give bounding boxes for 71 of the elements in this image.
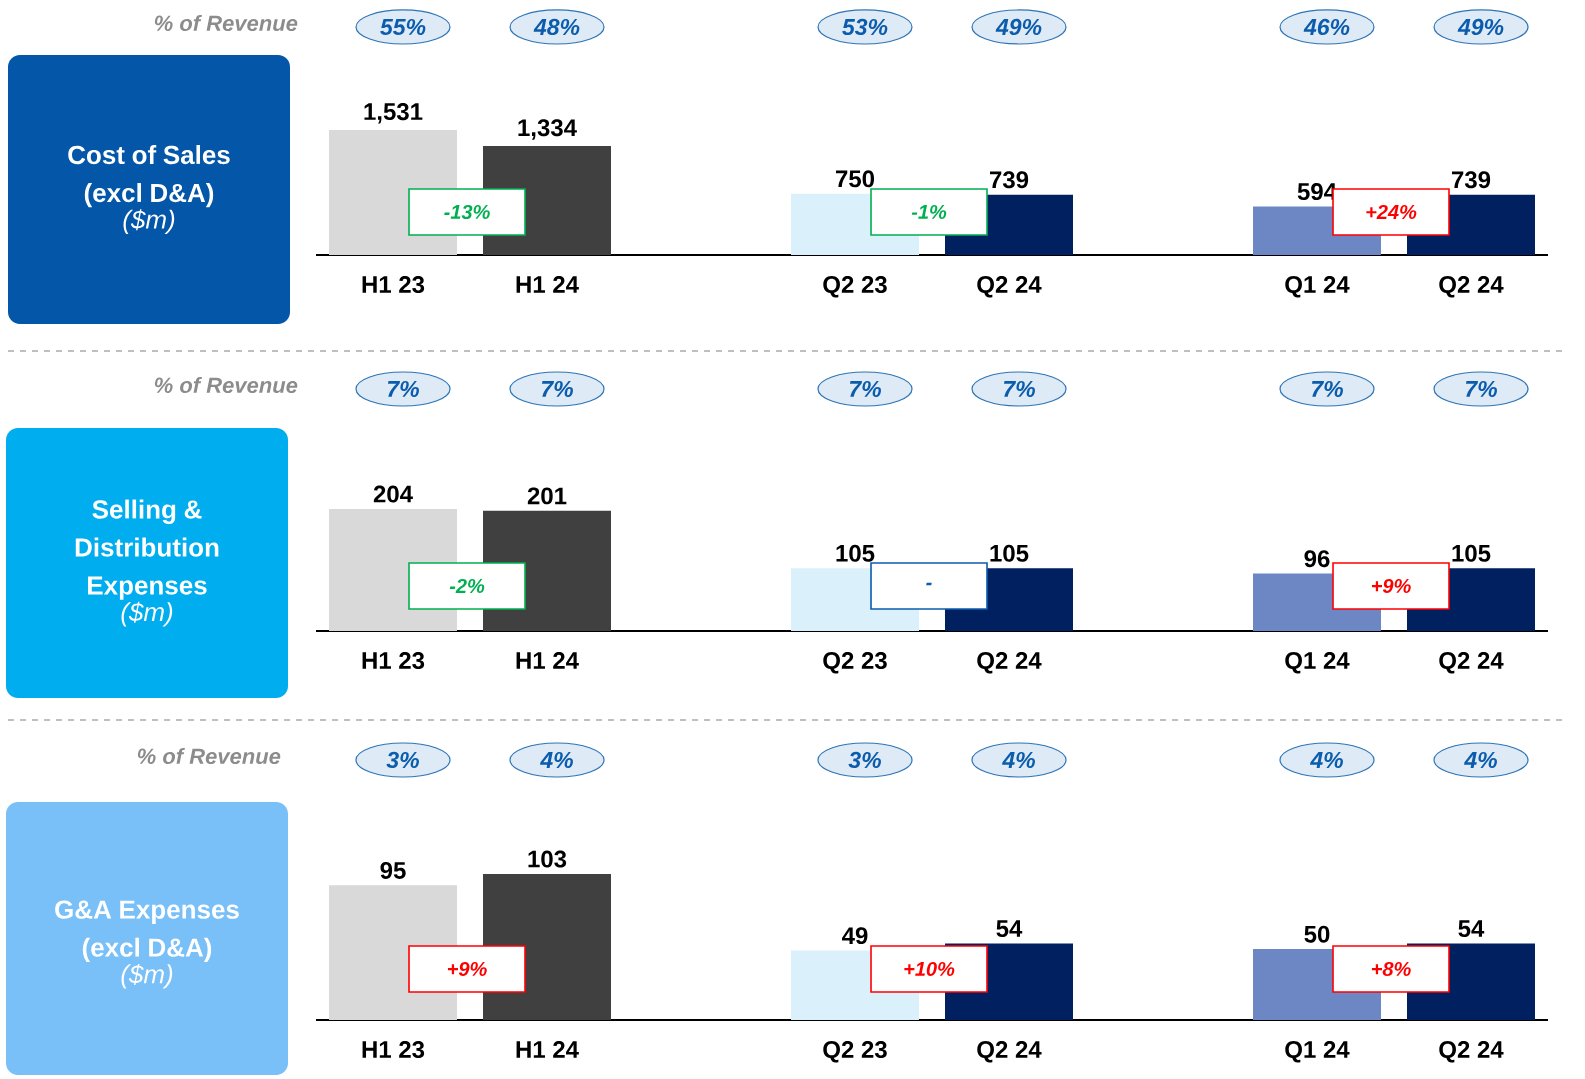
data-label: 739 [990, 171, 1029, 189]
text: 4% [1310, 751, 1343, 769]
text: 49% [995, 18, 1042, 36]
annotation: -13% [444, 204, 490, 220]
x-tick-label: Q2 24 [1439, 276, 1504, 298]
x-tick-label: Q2 24 [1439, 1041, 1504, 1063]
annotation: +9% [447, 961, 487, 977]
text: ($m) [121, 601, 173, 627]
x-tick-label: H1 23 [362, 652, 425, 670]
annotation: -2% [449, 578, 485, 594]
x-tick-label: H1 24 [516, 1041, 579, 1058]
data-label: 750 [836, 170, 875, 188]
data-label: 105 [1452, 544, 1491, 562]
x-tick-label: H1 23 [362, 1041, 425, 1059]
data-label: 105 [990, 544, 1029, 562]
data-label: 739 [1452, 171, 1491, 189]
text: 49% [1457, 18, 1504, 36]
text: ($m) [121, 963, 173, 989]
text: 4% [1002, 751, 1035, 769]
x-tick-label: H1 24 [516, 276, 579, 293]
text: Selling & Distribution Expenses [75, 499, 219, 600]
annotation: -1% [911, 204, 947, 219]
data-label: 201 [527, 487, 567, 505]
text: 4% [1464, 751, 1497, 769]
text: 7% [849, 380, 881, 398]
x-tick-label: Q2 23 [823, 1041, 887, 1063]
text: 7% [387, 380, 419, 398]
data-label: 54 [1458, 920, 1485, 938]
data-label: 96 [1304, 550, 1330, 568]
data-label: 105 [836, 544, 875, 562]
data-label: 204 [373, 485, 413, 503]
data-label: 95 [380, 861, 406, 879]
annotation: +9% [1371, 578, 1411, 594]
annotation: +24% [1366, 204, 1417, 220]
annotation: - [926, 582, 932, 586]
x-tick-label: H1 23 [362, 276, 425, 294]
annotation: +10% [904, 961, 955, 977]
x-tick-label: Q1 24 [1285, 652, 1350, 674]
text: 7% [1003, 380, 1035, 398]
data-label: 103 [528, 850, 567, 868]
text: 55% [380, 18, 426, 36]
text: % of Revenue [137, 747, 281, 765]
data-label: 50 [1304, 925, 1330, 943]
text: 7% [1311, 380, 1343, 398]
text: Cost of Sales (excl D&A) [68, 145, 230, 208]
x-tick-label: Q2 24 [1439, 652, 1504, 674]
text: 48% [533, 18, 580, 36]
text: 7% [1465, 380, 1497, 398]
text: G&A Expenses (excl D&A) [55, 900, 239, 962]
text: 7% [541, 380, 573, 398]
x-tick-label: Q2 24 [977, 276, 1042, 298]
x-tick-label: Q2 24 [977, 652, 1042, 674]
text: ($m) [123, 209, 175, 234]
text: % of Revenue [154, 376, 298, 394]
text: 53% [842, 18, 888, 36]
data-label: 1,334 [518, 119, 577, 140]
text: 3% [848, 751, 881, 769]
text: 3% [386, 751, 419, 769]
x-tick-label: Q2 23 [823, 652, 887, 674]
data-label: 1,531 [364, 103, 423, 124]
annotation: +8% [1371, 961, 1411, 977]
text: 46% [1303, 18, 1350, 36]
data-label: 54 [996, 920, 1023, 938]
x-tick-label: Q1 24 [1285, 1041, 1350, 1063]
x-tick-label: Q2 24 [977, 1041, 1042, 1063]
text: 4% [540, 751, 573, 769]
x-tick-label: H1 24 [516, 652, 579, 669]
x-tick-label: Q1 24 [1285, 276, 1350, 298]
x-tick-label: Q2 23 [823, 276, 887, 298]
text: % of Revenue [154, 14, 298, 32]
data-label: 49 [842, 927, 868, 945]
